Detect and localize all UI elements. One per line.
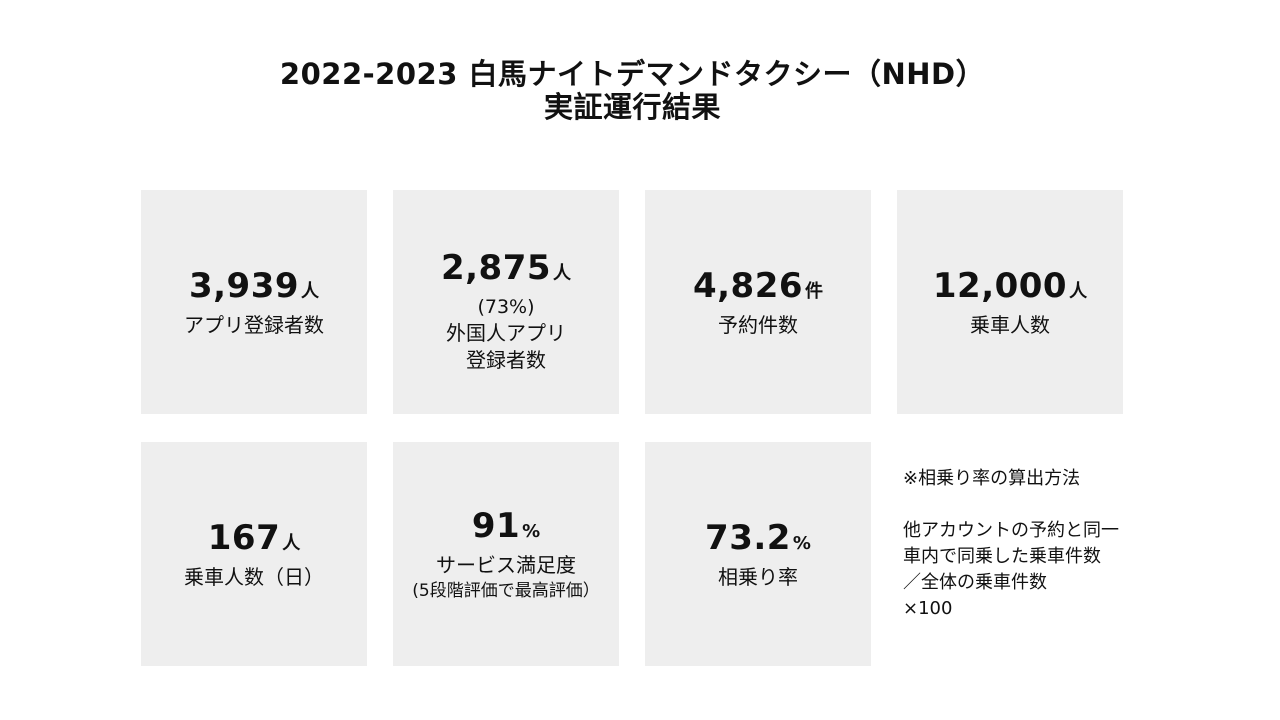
metric-unit: 人 bbox=[553, 263, 572, 284]
card-passengers: 12,000 人 乗車人数 bbox=[897, 190, 1123, 414]
metric-label: 相乗り率 bbox=[718, 564, 798, 589]
metric-value: 167 人 bbox=[208, 518, 300, 564]
metric-unit: 件 bbox=[805, 280, 824, 302]
note-line-2: 車内で同乗した乗車件数 bbox=[903, 546, 1101, 567]
metric-percent: (73%) bbox=[477, 296, 535, 318]
metric-value: 2,875 人 bbox=[441, 248, 571, 294]
card-daily-passengers: 167 人 乗車人数（日） bbox=[141, 442, 367, 666]
metric-number: 73.2 bbox=[705, 517, 791, 558]
note-spacer bbox=[903, 492, 1119, 518]
metric-unit: % bbox=[792, 532, 811, 554]
metric-unit: % bbox=[522, 521, 541, 542]
card-rideshare-rate: 73.2% 相乗り率 bbox=[645, 442, 871, 666]
card-reservations: 4,826 件 予約件数 bbox=[645, 190, 871, 414]
metric-label: 乗車人数 bbox=[970, 312, 1050, 337]
card-satisfaction: 91% サービス満足度 (5段階評価で最高評価） bbox=[393, 442, 619, 666]
title-line-2: 実証運行結果 bbox=[543, 90, 721, 124]
metric-number: 2,875 bbox=[440, 248, 552, 288]
metric-label-line-2: 登録者数 bbox=[466, 348, 546, 372]
metric-label: 予約件数 bbox=[718, 312, 798, 337]
metric-unit: 人 bbox=[301, 280, 320, 302]
metric-number: 4,826 bbox=[692, 265, 804, 306]
metric-sublabel: (5段階評価で最高評価） bbox=[412, 581, 600, 601]
metric-value: 73.2% bbox=[705, 518, 811, 564]
card-app-registrations: 3,939 人 アプリ登録者数 bbox=[141, 190, 367, 414]
metric-unit: 人 bbox=[1069, 280, 1088, 302]
calculation-note: ※相乗り率の算出方法 他アカウントの予約と同一 車内で同乗した乗車件数 ／全体の… bbox=[903, 466, 1119, 622]
metric-label-line-1: 外国人アプリ bbox=[446, 321, 566, 345]
note-heading: ※相乗り率の算出方法 bbox=[903, 468, 1081, 489]
metric-unit: 人 bbox=[282, 532, 301, 554]
note-line-4: ×100 bbox=[903, 598, 953, 619]
metric-number: 167 bbox=[207, 517, 281, 558]
card-foreign-registrations: 2,875 人 (73%) 外国人アプリ 登録者数 bbox=[393, 190, 619, 414]
metric-value: 12,000 人 bbox=[933, 266, 1087, 312]
metric-label: 乗車人数（日） bbox=[184, 564, 324, 589]
metric-number: 12,000 bbox=[932, 265, 1068, 306]
note-line-3: ／全体の乗車件数 bbox=[903, 572, 1047, 593]
metric-value: 3,939 人 bbox=[189, 266, 319, 312]
note-line-1: 他アカウントの予約と同一 bbox=[903, 520, 1119, 541]
title-line-1: 2022-2023 白馬ナイトデマンドタクシー（NHD） bbox=[279, 57, 986, 91]
metric-label: サービス満足度 bbox=[436, 553, 576, 577]
metric-number: 3,939 bbox=[188, 265, 300, 306]
metric-label: アプリ登録者数 bbox=[184, 312, 324, 337]
metric-number: 91 bbox=[471, 506, 521, 546]
metric-value: 4,826 件 bbox=[693, 266, 823, 312]
metric-value: 91% bbox=[472, 506, 540, 552]
